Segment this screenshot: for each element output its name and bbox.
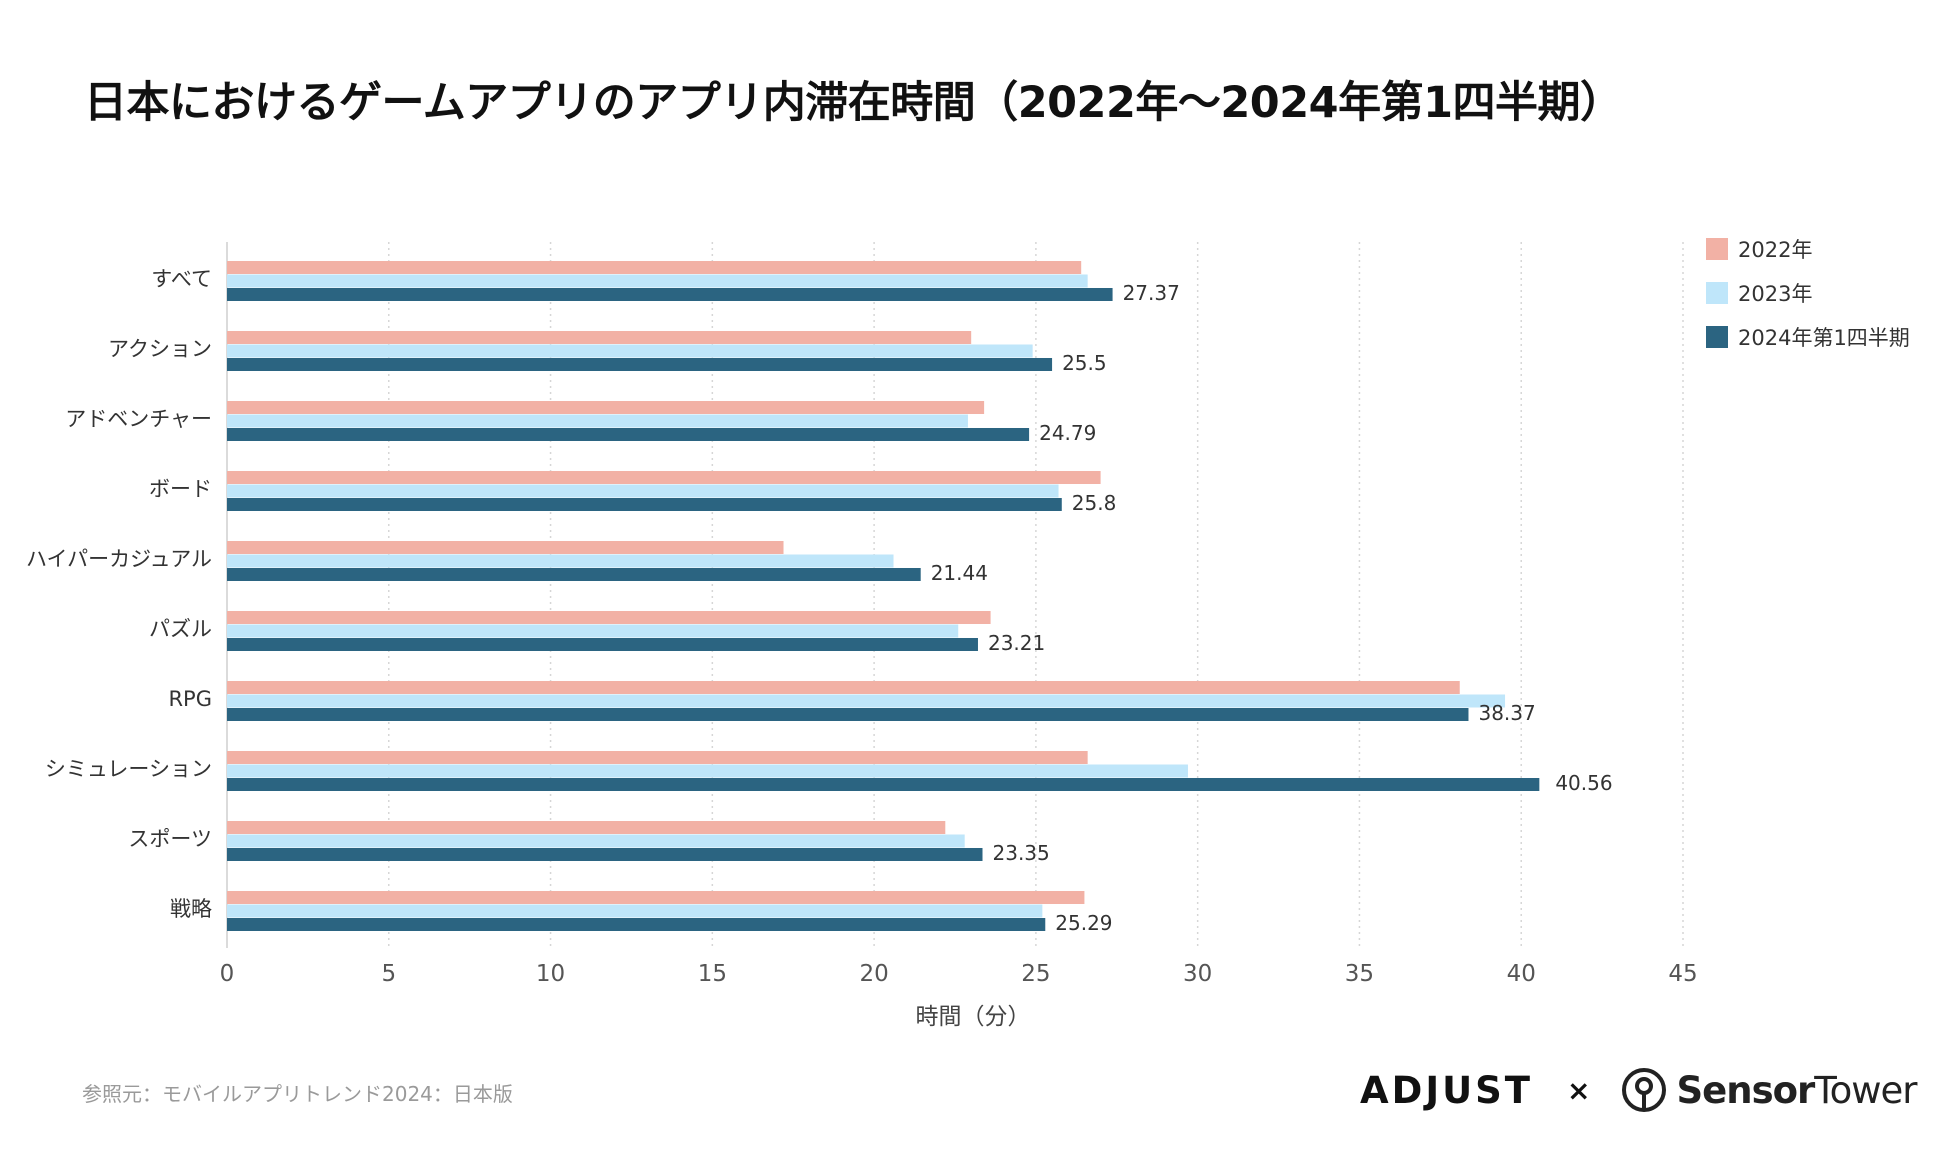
bar-2024q1-4[interactable]: [227, 568, 921, 581]
bar-2023-8[interactable]: [227, 834, 965, 848]
data-label: 25.8: [1072, 491, 1117, 515]
x-tick-label: 35: [1345, 961, 1374, 987]
legend-item-2024q1[interactable]: 2024年第1四半期: [1706, 326, 1910, 350]
category-label: アクション: [108, 337, 212, 361]
bar-2023-5[interactable]: [227, 624, 959, 638]
bar-2022-4[interactable]: [227, 541, 784, 554]
bar-2022-5[interactable]: [227, 611, 991, 624]
bar-2023-1[interactable]: [227, 344, 1033, 358]
bar-2023-2[interactable]: [227, 414, 968, 428]
bar-2022-3[interactable]: [227, 471, 1101, 484]
chart-title: 日本におけるゲームアプリのアプリ内滞在時間（2022年〜2024年第1四半期）: [84, 78, 1623, 128]
legend-swatch-2023: [1706, 282, 1728, 304]
category-label: アドベンチャー: [65, 407, 212, 431]
bar-2024q1-7[interactable]: [227, 778, 1540, 791]
bar-2024q1-0[interactable]: [227, 288, 1113, 301]
x-axis-label: 時間（分）: [916, 1004, 1031, 1030]
bar-2024q1-5[interactable]: [227, 638, 978, 651]
category-label: スポーツ: [128, 827, 212, 851]
legend-label-2022: 2022年: [1738, 238, 1813, 262]
bar-2024q1-8[interactable]: [227, 848, 983, 861]
bar-2023-6[interactable]: [227, 694, 1506, 708]
category-label: ハイパーカジュアル: [26, 547, 212, 571]
x-tick-label: 20: [859, 961, 888, 987]
adjust-logo: ADJUST: [1360, 1068, 1534, 1112]
sensor-tower-icon: [1621, 1068, 1666, 1112]
category-label: ボード: [149, 477, 212, 501]
bar-2022-1[interactable]: [227, 331, 972, 344]
bars: [227, 261, 1540, 931]
sensor-tower-word-sensor: Sensor: [1676, 1068, 1816, 1112]
data-label: 25.29: [1055, 911, 1112, 935]
data-label: 23.35: [993, 841, 1050, 865]
category-label: パズル: [149, 617, 212, 641]
category-label: RPG: [168, 687, 212, 711]
data-labels: 27.37 25.5 24.79 25.8 21.44 23.21 38.37 40.56 23…: [931, 281, 1613, 935]
x-tick-label: 45: [1668, 961, 1697, 987]
legend: 2022年 2023年 2024年第1四半期: [1706, 238, 1910, 370]
bar-2024q1-6[interactable]: [227, 708, 1469, 721]
x-tick-label: 40: [1507, 961, 1536, 987]
bar-2024q1-1[interactable]: [227, 358, 1053, 371]
bar-2022-6[interactable]: [227, 681, 1460, 694]
sensor-tower-word-tower: Tower: [1814, 1068, 1917, 1112]
x-tick-label: 10: [536, 961, 565, 987]
data-label: 21.44: [931, 561, 988, 585]
legend-item-2022[interactable]: 2022年: [1706, 238, 1910, 262]
x-tick-label: 0: [220, 961, 235, 987]
bar-2023-9[interactable]: [227, 904, 1043, 918]
bar-2023-3[interactable]: [227, 484, 1059, 498]
category-label: シミュレーション: [45, 757, 212, 781]
data-label: 25.5: [1062, 351, 1107, 375]
bar-2023-4[interactable]: [227, 554, 894, 568]
x-tick-label: 25: [1021, 961, 1050, 987]
legend-label-2023: 2023年: [1738, 282, 1813, 306]
data-label: 38.37: [1478, 701, 1535, 725]
data-label: 24.79: [1039, 421, 1096, 445]
x-tick-label: 30: [1183, 961, 1212, 987]
bar-2022-8[interactable]: [227, 821, 946, 834]
category-label: すべて: [151, 267, 212, 291]
data-label: 27.37: [1123, 281, 1180, 305]
partner-logos: ADJUST × Sensor Tower: [1360, 1062, 1918, 1118]
x-tick-labels: 0 5 10 15 20 25 30 35 40 45: [220, 961, 1698, 987]
bar-2024q1-9[interactable]: [227, 918, 1046, 931]
bar-2023-0[interactable]: [227, 274, 1088, 288]
x-tick-label: 5: [381, 961, 396, 987]
bar-2022-7[interactable]: [227, 751, 1088, 764]
legend-label-2024q1: 2024年第1四半期: [1738, 326, 1910, 350]
bar-2023-7[interactable]: [227, 764, 1188, 778]
legend-swatch-2022: [1706, 238, 1728, 260]
category-label: 戦略: [170, 897, 212, 921]
sensor-tower-logo: Sensor Tower: [1621, 1067, 1918, 1113]
bar-2022-9[interactable]: [227, 891, 1085, 904]
data-label: 23.21: [988, 631, 1045, 655]
bar-2022-2[interactable]: [227, 401, 985, 414]
data-label: 40.56: [1555, 771, 1612, 795]
times-sign: ×: [1567, 1073, 1591, 1107]
legend-item-2023[interactable]: 2023年: [1706, 282, 1910, 306]
bar-2024q1-3[interactable]: [227, 498, 1062, 511]
source-note: 参照元：モバイルアプリトレンド2024：日本版: [82, 1082, 513, 1106]
bar-2022-0[interactable]: [227, 261, 1082, 274]
x-tick-label: 15: [698, 961, 727, 987]
bar-2024q1-2[interactable]: [227, 428, 1030, 441]
legend-swatch-2024q1: [1706, 326, 1728, 348]
